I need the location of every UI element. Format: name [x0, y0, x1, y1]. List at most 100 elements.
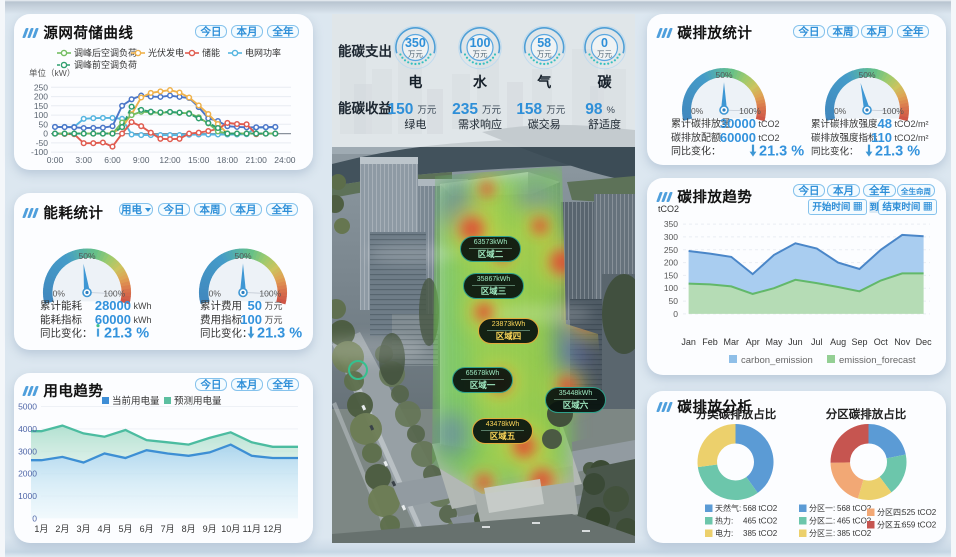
svg-text:0%: 0% — [834, 106, 847, 116]
svg-text:24:00: 24:00 — [274, 155, 296, 165]
svg-text:28000: 28000 — [95, 298, 131, 313]
svg-text:0: 0 — [601, 36, 608, 50]
svg-text:舒适度: 舒适度 — [588, 117, 621, 131]
svg-text:50%: 50% — [715, 70, 732, 80]
svg-text:10月: 10月 — [221, 524, 240, 534]
svg-text:4000: 4000 — [18, 424, 37, 434]
svg-text:Sep: Sep — [851, 337, 867, 347]
svg-text:350: 350 — [664, 219, 678, 229]
svg-text:60000: 60000 — [95, 312, 131, 327]
svg-text:150: 150 — [664, 270, 678, 280]
svg-text:分区三:: 分区三: — [809, 529, 835, 538]
svg-text:%: % — [607, 105, 616, 116]
svg-text:tCO2: tCO2 — [658, 204, 679, 214]
svg-text:0%: 0% — [691, 106, 704, 116]
svg-text:100%: 100% — [739, 106, 761, 116]
svg-text:Oct: Oct — [874, 337, 889, 347]
svg-text:Feb: Feb — [702, 337, 718, 347]
svg-text:0: 0 — [43, 129, 48, 139]
svg-text:分区二:: 分区二: — [809, 517, 835, 526]
svg-text:能碳收益: 能碳收益 — [338, 100, 392, 116]
svg-text:tCO2: tCO2 — [759, 119, 780, 129]
svg-text:万元: 万元 — [537, 50, 552, 59]
svg-text:568 tCO2: 568 tCO2 — [837, 504, 872, 513]
svg-text:200: 200 — [34, 92, 48, 102]
svg-text:50%: 50% — [78, 251, 95, 261]
svg-text:万元: 万元 — [546, 105, 566, 116]
svg-text:158: 158 — [516, 101, 542, 118]
svg-text:18:00: 18:00 — [217, 155, 239, 165]
svg-text:能耗指标: 能耗指标 — [40, 313, 82, 326]
svg-text:分区五:: 分区五: — [877, 521, 903, 530]
svg-text:100%: 100% — [882, 106, 904, 116]
svg-text:需求响应: 需求响应 — [458, 117, 502, 131]
svg-text:0:00: 0:00 — [47, 155, 64, 165]
svg-text:单位（kW）: 单位（kW） — [29, 68, 75, 78]
svg-text:7月: 7月 — [161, 524, 175, 534]
svg-text:3:00: 3:00 — [75, 155, 92, 165]
svg-text:568 tCO2: 568 tCO2 — [743, 504, 778, 513]
svg-text:12月: 12月 — [263, 524, 282, 534]
svg-text:Jan: Jan — [681, 337, 696, 347]
svg-text:350: 350 — [405, 36, 426, 50]
svg-text:气: 气 — [536, 74, 551, 90]
svg-text:kWh: kWh — [134, 301, 152, 311]
svg-text:385 tCO2: 385 tCO2 — [837, 529, 872, 538]
svg-text:100: 100 — [664, 283, 678, 293]
svg-text:万元: 万元 — [408, 50, 423, 59]
svg-text:235: 235 — [452, 101, 478, 118]
svg-text:费用指标: 费用指标 — [200, 313, 242, 326]
svg-text:Jun: Jun — [788, 337, 803, 347]
svg-text:250: 250 — [34, 82, 48, 92]
svg-text:-50: -50 — [36, 138, 49, 148]
svg-text:同比变化：: 同比变化： — [200, 327, 253, 340]
svg-text:万元: 万元 — [597, 50, 612, 59]
svg-text:2000: 2000 — [18, 469, 37, 479]
svg-text:同比变化：: 同比变化： — [811, 146, 859, 158]
svg-text:1000: 1000 — [18, 491, 37, 501]
svg-text:Mar: Mar — [724, 337, 740, 347]
svg-text:250: 250 — [664, 245, 678, 255]
svg-text:碳: 碳 — [598, 74, 613, 90]
svg-text:21.3 %: 21.3 % — [257, 326, 302, 342]
svg-text:水: 水 — [473, 74, 488, 90]
svg-text:21:00: 21:00 — [246, 155, 268, 165]
svg-text:同比变化：: 同比变化： — [40, 327, 93, 340]
svg-text:May: May — [765, 337, 783, 347]
svg-text:15:00: 15:00 — [188, 155, 210, 165]
svg-text:2月: 2月 — [55, 524, 69, 534]
svg-text:6月: 6月 — [140, 524, 154, 534]
svg-text:分区一:: 分区一: — [809, 504, 835, 513]
svg-text:30000: 30000 — [720, 116, 756, 131]
svg-text:465 tCO2: 465 tCO2 — [837, 517, 872, 526]
svg-text:调峰前空调负荷: 调峰前空调负荷 — [74, 59, 137, 70]
svg-text:0: 0 — [673, 309, 678, 319]
svg-text:11月: 11月 — [243, 524, 261, 534]
svg-text:300: 300 — [664, 232, 678, 242]
svg-text:Apr: Apr — [746, 337, 760, 347]
svg-text:4月: 4月 — [97, 524, 111, 534]
svg-text:50%: 50% — [858, 70, 875, 80]
svg-text:100: 100 — [34, 110, 48, 120]
svg-text:emission_forecast: emission_forecast — [839, 355, 916, 366]
svg-text:carbon_emission: carbon_emission — [741, 355, 813, 366]
svg-text:Dec: Dec — [916, 337, 933, 347]
svg-text:碳交易: 碳交易 — [528, 117, 561, 131]
svg-text:碳排放强度指标: 碳排放强度指标 — [811, 132, 878, 144]
svg-text:21.3 %: 21.3 % — [875, 144, 920, 160]
svg-text:当前用电量: 当前用电量 — [112, 395, 160, 407]
svg-text:kWh: kWh — [134, 315, 152, 325]
svg-text:累计碳排放强度: 累计碳排放强度 — [811, 118, 878, 130]
svg-text:525 tCO2: 525 tCO2 — [902, 508, 937, 517]
svg-text:385 tCO2: 385 tCO2 — [743, 529, 778, 538]
svg-text:465 tCO2: 465 tCO2 — [743, 517, 778, 526]
svg-text:9月: 9月 — [203, 524, 217, 534]
svg-text:Jul: Jul — [811, 337, 823, 347]
svg-text:电网功率: 电网功率 — [245, 47, 281, 58]
svg-text:150: 150 — [388, 101, 414, 118]
svg-text:储能: 储能 — [202, 47, 220, 58]
svg-text:100%: 100% — [103, 289, 125, 299]
svg-text:1月: 1月 — [34, 524, 48, 534]
svg-text:累计费用: 累计费用 — [200, 299, 242, 312]
svg-text:预测用电量: 预测用电量 — [174, 395, 222, 407]
